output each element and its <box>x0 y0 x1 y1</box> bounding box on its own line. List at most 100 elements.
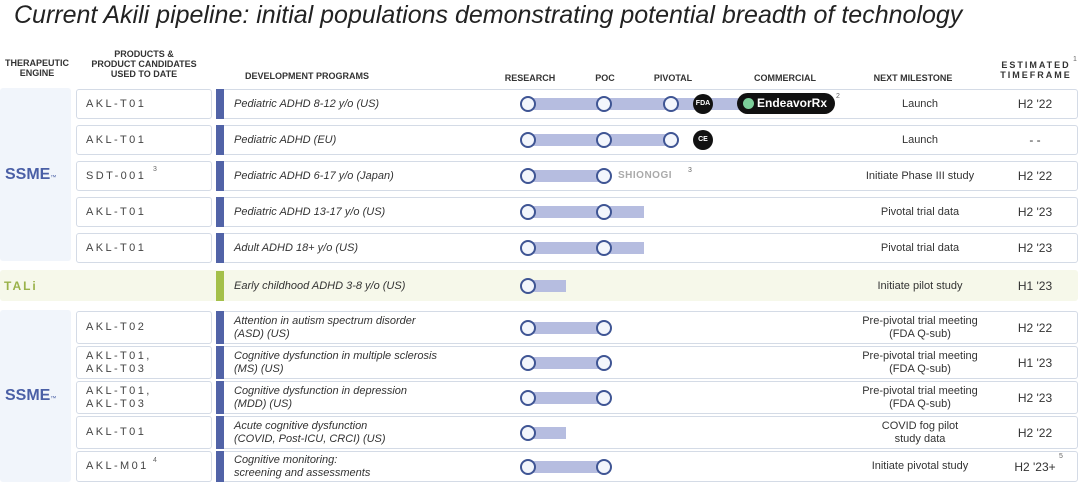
product-cell <box>76 311 212 344</box>
next-milestone: Launch <box>901 97 939 110</box>
program-name: Attention in autism spectrum disorder (A… <box>234 314 416 340</box>
stage-marker-poc <box>596 458 612 475</box>
timeframe: H2 '22 <box>1017 425 1053 440</box>
program-name: Acute cognitive dysfunction (COVID, Post… <box>234 419 386 445</box>
program-accent-bar <box>216 311 224 344</box>
product-name: AKL-T01 <box>86 133 147 146</box>
stage-marker-pivotal <box>663 96 679 112</box>
progress-bar <box>528 391 604 404</box>
product-name: AKL-M01 <box>86 460 149 472</box>
program-accent-bar <box>216 416 224 449</box>
stage-marker-poc <box>596 96 612 112</box>
timeframe: H1 '23 <box>1017 355 1053 370</box>
program-accent-bar <box>216 271 224 301</box>
product-name: AKL-T01, AKL-T03 <box>86 349 152 375</box>
shionogi-footnote: 3 <box>688 167 692 174</box>
product-cell <box>76 89 212 119</box>
stage-marker-poc <box>596 168 612 184</box>
header-commercial: COMMERCIAL <box>754 73 816 83</box>
product-name: SDT-001 <box>86 169 147 182</box>
program-accent-bar <box>216 346 224 379</box>
timeframe: H2 '23 <box>1017 390 1053 405</box>
next-milestone: Pre-pivotal trial meeting (FDA Q-sub) <box>862 314 978 340</box>
stage-marker-poc <box>596 389 612 406</box>
progress-bar <box>528 426 566 439</box>
next-milestone: Pre-pivotal trial meeting (FDA Q-sub) <box>862 384 978 410</box>
progress-bar <box>528 98 790 110</box>
stage-marker-research <box>520 132 536 148</box>
next-milestone: Initiate Phase III study <box>865 169 975 182</box>
program-name: Cognitive dysfunction in multiple sclero… <box>234 349 437 375</box>
stage-marker-poc <box>596 319 612 336</box>
product-cell <box>76 416 212 449</box>
stage-marker-research <box>520 354 536 371</box>
next-milestone: COVID fog pilot study data <box>881 419 959 445</box>
product-name: AKL-T01 <box>86 426 147 438</box>
stage-marker-research <box>520 278 536 294</box>
header-programs: DEVELOPMENT PROGRAMS <box>244 71 369 81</box>
product-name: AKL-T01, AKL-T03 <box>86 384 152 410</box>
endeavorrx-logo: EndeavorRx <box>737 93 836 114</box>
next-milestone: Pivotal trial data <box>880 241 960 254</box>
stage-marker-poc <box>596 240 612 256</box>
product-cell <box>76 125 212 155</box>
program-accent-bar <box>216 89 224 119</box>
endeavorrx-leaf-icon <box>743 98 754 109</box>
program-accent-bar <box>216 125 224 155</box>
shionogi-logo: SHIONOGI <box>618 170 673 181</box>
next-milestone: Initiate pivotal study <box>871 460 969 472</box>
program-name: Cognitive dysfunction in depression (MDD… <box>234 384 408 410</box>
stage-marker-research <box>520 458 536 475</box>
header-poc: POC <box>595 73 615 83</box>
program-accent-bar <box>216 233 224 263</box>
program-accent-bar <box>216 451 224 482</box>
stage-marker-research <box>520 389 536 406</box>
page-title: Current Akili pipeline: initial populati… <box>14 1 963 29</box>
program-accent-bar <box>216 197 224 227</box>
progress-bar <box>528 206 645 218</box>
stage-marker-research <box>520 204 536 220</box>
next-milestone: Pre-pivotal trial meeting (FDA Q-sub) <box>862 349 978 375</box>
header-timeframe-footnote: 1 <box>1073 56 1077 63</box>
next-milestone: Launch <box>901 133 939 146</box>
progress-bar <box>528 321 604 334</box>
timeframe: H1 '23 <box>1017 279 1053 293</box>
product-cell <box>76 233 212 263</box>
timeframe: H2 '23 <box>1017 241 1053 255</box>
timeframe: H2 '22 <box>1017 320 1053 335</box>
program-name: Pediatric ADHD 6-17 y/o (Japan) <box>234 169 394 182</box>
program-name: Cognitive monitoring: screening and asse… <box>234 453 371 479</box>
product-name: AKL-T01 <box>86 205 147 218</box>
header-timeframe: ESTIMATED TIMEFRAME <box>1000 60 1072 80</box>
program-name: Pediatric ADHD 13-17 y/o (US) <box>234 205 386 218</box>
stage-marker-research <box>520 319 536 336</box>
stage-marker-research <box>520 96 536 112</box>
timeframe-footnote: 5 <box>1059 452 1063 460</box>
next-milestone: Pivotal trial data <box>880 205 960 218</box>
endeavor-footnote: 2 <box>836 93 840 100</box>
timeframe: H2 '22 <box>1017 97 1053 111</box>
ce-badge: CE <box>693 130 713 150</box>
progress-bar <box>528 460 604 473</box>
progress-bar <box>528 170 604 182</box>
stage-marker-poc <box>596 204 612 220</box>
ssme-band-bottom <box>0 310 71 482</box>
stage-marker-research <box>520 168 536 184</box>
program-accent-bar <box>216 381 224 414</box>
product-cell <box>76 161 212 191</box>
progress-bar <box>528 242 645 254</box>
tali-logo: TALi <box>4 279 38 293</box>
header-milestone: NEXT MILESTONE <box>873 73 953 83</box>
ssme-band-top <box>0 88 71 261</box>
header-pivotal: PIVOTAL <box>653 73 693 83</box>
progress-bar <box>528 356 604 369</box>
stage-marker-poc <box>596 132 612 148</box>
next-milestone: Initiate pilot study <box>877 279 963 292</box>
ssme-logo-top: SSME™ <box>5 166 57 183</box>
header-research: RESEARCH <box>504 73 556 83</box>
program-name: Pediatric ADHD 8-12 y/o (US) <box>234 97 380 110</box>
header-engine: THERAPEUTIC ENGINE <box>4 58 69 78</box>
timeframe: H2 '23 <box>1017 205 1053 219</box>
product-name: AKL-T01 <box>86 97 147 110</box>
product-name: AKL-T02 <box>86 321 147 333</box>
